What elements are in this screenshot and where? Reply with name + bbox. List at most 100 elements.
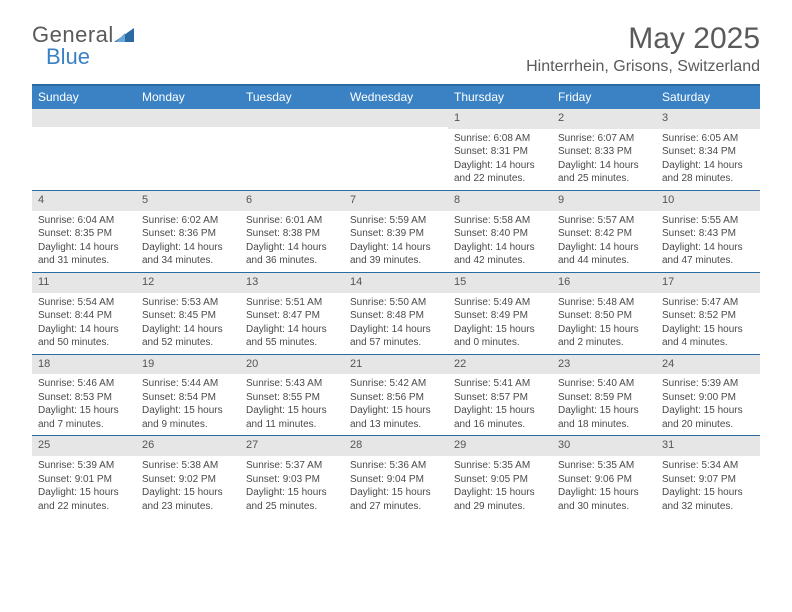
sunset-text: Sunset: 9:02 PM <box>142 473 234 487</box>
sunrise-text: Sunrise: 5:49 AM <box>454 296 546 310</box>
day-number <box>240 109 344 127</box>
day-cell <box>32 109 136 190</box>
week-row: 11Sunrise: 5:54 AMSunset: 8:44 PMDayligh… <box>32 272 760 354</box>
daylight-text: Daylight: 14 hours and 57 minutes. <box>350 323 442 350</box>
day-info: Sunrise: 6:07 AMSunset: 8:33 PMDaylight:… <box>552 132 656 186</box>
day-info: Sunrise: 6:02 AMSunset: 8:36 PMDaylight:… <box>136 214 240 268</box>
sunrise-text: Sunrise: 5:42 AM <box>350 377 442 391</box>
sunrise-text: Sunrise: 5:50 AM <box>350 296 442 310</box>
daylight-text: Daylight: 14 hours and 28 minutes. <box>662 159 754 186</box>
daylight-text: Daylight: 15 hours and 23 minutes. <box>142 486 234 513</box>
sunset-text: Sunset: 8:35 PM <box>38 227 130 241</box>
sunset-text: Sunset: 8:45 PM <box>142 309 234 323</box>
sunset-text: Sunset: 8:54 PM <box>142 391 234 405</box>
day-cell: 2Sunrise: 6:07 AMSunset: 8:33 PMDaylight… <box>552 109 656 190</box>
day-number: 7 <box>344 191 448 211</box>
day-cell <box>136 109 240 190</box>
calendar: Sunday Monday Tuesday Wednesday Thursday… <box>32 84 760 517</box>
day-number: 14 <box>344 273 448 293</box>
sunrise-text: Sunrise: 5:57 AM <box>558 214 650 228</box>
sunrise-text: Sunrise: 6:05 AM <box>662 132 754 146</box>
daylight-text: Daylight: 15 hours and 30 minutes. <box>558 486 650 513</box>
day-info: Sunrise: 5:54 AMSunset: 8:44 PMDaylight:… <box>32 296 136 350</box>
day-info: Sunrise: 5:35 AMSunset: 9:05 PMDaylight:… <box>448 459 552 513</box>
day-cell: 14 Sunrise: 5:50 AMSunset: 8:48 PMDayligh… <box>344 273 448 354</box>
sunset-text: Sunset: 8:53 PM <box>38 391 130 405</box>
daylight-text: Daylight: 15 hours and 22 minutes. <box>38 486 130 513</box>
daylight-text: Daylight: 15 hours and 4 minutes. <box>662 323 754 350</box>
sunset-text: Sunset: 8:47 PM <box>246 309 338 323</box>
daylight-text: Daylight: 15 hours and 0 minutes. <box>454 323 546 350</box>
day-cell: 12Sunrise: 5:53 AMSunset: 8:45 PMDayligh… <box>136 273 240 354</box>
sunset-text: Sunset: 8:59 PM <box>558 391 650 405</box>
sunrise-text: Sunrise: 5:39 AM <box>38 459 130 473</box>
sunrise-text: Sunrise: 5:43 AM <box>246 377 338 391</box>
day-cell: 11Sunrise: 5:54 AMSunset: 8:44 PMDayligh… <box>32 273 136 354</box>
day-number: 27 <box>240 436 344 456</box>
day-info: Sunrise: 5:35 AMSunset: 9:06 PMDaylight:… <box>552 459 656 513</box>
daylight-text: Daylight: 15 hours and 9 minutes. <box>142 404 234 431</box>
day-number: 25 <box>32 436 136 456</box>
brand-part2: Blue <box>46 44 134 70</box>
day-number: 19 <box>136 355 240 375</box>
sunset-text: Sunset: 9:04 PM <box>350 473 442 487</box>
day-cell: 13Sunrise: 5:51 AMSunset: 8:47 PMDayligh… <box>240 273 344 354</box>
sunset-text: Sunset: 8:42 PM <box>558 227 650 241</box>
day-info: Sunrise: 5:38 AMSunset: 9:02 PMDaylight:… <box>136 459 240 513</box>
header: General Blue May 2025 Hinterrhein, Griso… <box>32 22 760 76</box>
daylight-text: Daylight: 14 hours and 47 minutes. <box>662 241 754 268</box>
day-info: Sunrise: 5:59 AMSunset: 8:39 PMDaylight:… <box>344 214 448 268</box>
sunrise-text: Sunrise: 5:48 AM <box>558 296 650 310</box>
sunset-text: Sunset: 8:33 PM <box>558 145 650 159</box>
sunrise-text: Sunrise: 5:35 AM <box>558 459 650 473</box>
sunrise-text: Sunrise: 5:38 AM <box>142 459 234 473</box>
day-of-week-row: Sunday Monday Tuesday Wednesday Thursday… <box>32 86 760 109</box>
day-cell: 10Sunrise: 5:55 AMSunset: 8:43 PMDayligh… <box>656 191 760 272</box>
sunrise-text: Sunrise: 6:04 AM <box>38 214 130 228</box>
daylight-text: Daylight: 15 hours and 20 minutes. <box>662 404 754 431</box>
day-cell: 21Sunrise: 5:42 AMSunset: 8:56 PMDayligh… <box>344 355 448 436</box>
day-number: 26 <box>136 436 240 456</box>
daylight-text: Daylight: 14 hours and 39 minutes. <box>350 241 442 268</box>
daylight-text: Daylight: 15 hours and 2 minutes. <box>558 323 650 350</box>
daylight-text: Daylight: 14 hours and 25 minutes. <box>558 159 650 186</box>
day-number <box>32 109 136 127</box>
sunset-text: Sunset: 9:06 PM <box>558 473 650 487</box>
day-info: Sunrise: 5:43 AMSunset: 8:55 PMDaylight:… <box>240 377 344 431</box>
day-cell: 15Sunrise: 5:49 AMSunset: 8:49 PMDayligh… <box>448 273 552 354</box>
week-row: 25Sunrise: 5:39 AMSunset: 9:01 PMDayligh… <box>32 435 760 517</box>
day-number: 16 <box>552 273 656 293</box>
daylight-text: Daylight: 14 hours and 50 minutes. <box>38 323 130 350</box>
day-cell: 23Sunrise: 5:40 AMSunset: 8:59 PMDayligh… <box>552 355 656 436</box>
day-number: 15 <box>448 273 552 293</box>
day-cell: 3Sunrise: 6:05 AMSunset: 8:34 PMDaylight… <box>656 109 760 190</box>
sunset-text: Sunset: 8:43 PM <box>662 227 754 241</box>
daylight-text: Daylight: 15 hours and 27 minutes. <box>350 486 442 513</box>
day-cell: 22Sunrise: 5:41 AMSunset: 8:57 PMDayligh… <box>448 355 552 436</box>
sunrise-text: Sunrise: 5:35 AM <box>454 459 546 473</box>
day-number: 24 <box>656 355 760 375</box>
dow-wed: Wednesday <box>344 86 448 109</box>
sunrise-text: Sunrise: 5:34 AM <box>662 459 754 473</box>
brand-logo: General Blue <box>32 22 134 70</box>
day-cell: 30Sunrise: 5:35 AMSunset: 9:06 PMDayligh… <box>552 436 656 517</box>
sunset-text: Sunset: 8:38 PM <box>246 227 338 241</box>
daylight-text: Daylight: 15 hours and 16 minutes. <box>454 404 546 431</box>
sunrise-text: Sunrise: 6:01 AM <box>246 214 338 228</box>
week-row: 4 Sunrise: 6:04 AMSunset: 8:35 PM Daylight… <box>32 190 760 272</box>
day-number: 6 <box>240 191 344 211</box>
day-info: Sunrise: 5:46 AMSunset: 8:53 PMDaylight:… <box>32 377 136 431</box>
sunrise-text: Sunrise: 5:44 AM <box>142 377 234 391</box>
week-row: 1Sunrise: 6:08 AMSunset: 8:31 PMDaylight… <box>32 109 760 190</box>
sunrise-text: Sunrise: 5:47 AM <box>662 296 754 310</box>
day-cell: 6Sunrise: 6:01 AMSunset: 8:38 PMDaylight… <box>240 191 344 272</box>
day-cell: 17Sunrise: 5:47 AMSunset: 8:52 PMDayligh… <box>656 273 760 354</box>
day-number: 13 <box>240 273 344 293</box>
sunset-text: Sunset: 8:39 PM <box>350 227 442 241</box>
day-cell: 7 Sunrise: 5:59 AMSunset: 8:39 PMDaylight… <box>344 191 448 272</box>
sunset-text: Sunset: 9:03 PM <box>246 473 338 487</box>
sunset-text: Sunset: 8:48 PM <box>350 309 442 323</box>
day-number: 4 <box>32 191 136 211</box>
day-cell: 16Sunrise: 5:48 AMSunset: 8:50 PMDayligh… <box>552 273 656 354</box>
sunrise-text: Sunrise: 5:59 AM <box>350 214 442 228</box>
